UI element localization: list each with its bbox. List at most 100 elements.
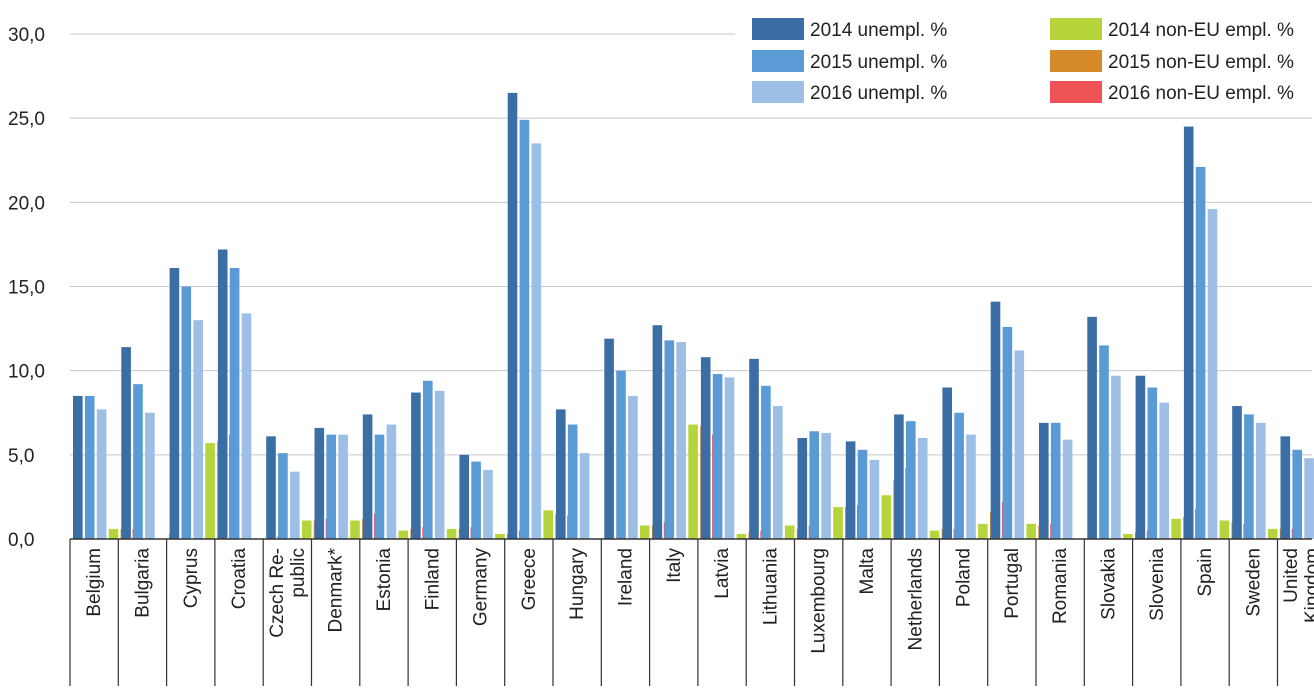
- bar: [205, 443, 215, 539]
- bar: [1050, 422, 1061, 539]
- bar: [640, 525, 650, 539]
- x-tick-label: Spain: [1195, 548, 1216, 597]
- bar: [1267, 528, 1278, 539]
- bar: [1062, 439, 1073, 539]
- bar: [507, 92, 518, 540]
- bar: [1026, 523, 1036, 539]
- bar: [108, 528, 119, 539]
- bar: [917, 438, 928, 539]
- bar: [1207, 209, 1218, 540]
- bar: [217, 249, 228, 539]
- axes: 0,0 5,0 10,0 15,0 20,0 25,0 30,0 Belgium Bulgari…: [8, 25, 1314, 686]
- bar: [121, 347, 131, 539]
- x-tick-label: Finland: [422, 548, 443, 610]
- bar: [1219, 520, 1230, 539]
- x-tick-label: Cyprus: [181, 548, 202, 608]
- x-tick-label: Slovenia: [1147, 548, 1168, 621]
- bar: [857, 449, 868, 539]
- bar: [434, 390, 445, 539]
- bar: [556, 409, 566, 539]
- bar: [411, 392, 421, 539]
- bar: [1111, 375, 1121, 539]
- bar: [84, 395, 95, 539]
- bar: [531, 143, 542, 539]
- bar: [700, 357, 711, 539]
- x-tick-label: Bulgaria: [132, 548, 153, 618]
- x-tick-label: Hungary: [567, 548, 588, 620]
- bar: [567, 424, 578, 539]
- bar: [374, 434, 385, 539]
- bar: [96, 409, 107, 539]
- bar: [229, 267, 240, 539]
- bar: [1123, 533, 1133, 539]
- legend-swatch: [752, 81, 804, 103]
- legend-swatch: [1050, 81, 1102, 103]
- bar: [773, 406, 783, 539]
- x-tick-label: Croatia: [229, 548, 250, 610]
- legend-label: 2014 unempl. %: [810, 20, 947, 41]
- legend-label: 2014 non-EU empl. %: [1108, 20, 1294, 41]
- bar: [784, 525, 795, 539]
- y-tick-label: 30,0: [8, 25, 45, 46]
- x-tick-label: Ireland: [615, 548, 636, 606]
- x-tick-label: Portugal: [1002, 548, 1023, 619]
- bar: [1099, 345, 1109, 539]
- bar: [314, 427, 325, 539]
- x-tick-label: Estonia: [374, 548, 395, 612]
- bar: [990, 301, 1001, 539]
- y-tick-label: 10,0: [8, 362, 45, 383]
- x-tick-label: Luxembourg: [809, 548, 830, 654]
- bar: [894, 414, 904, 539]
- bar: [181, 286, 192, 539]
- bar: [133, 384, 143, 539]
- bar: [495, 533, 505, 539]
- legend-swatch: [752, 50, 804, 72]
- bar: [954, 412, 964, 539]
- bar: [652, 325, 663, 539]
- x-tick-label: Greece: [519, 548, 540, 610]
- bar: [471, 461, 481, 539]
- bar: [1304, 458, 1314, 539]
- bar: [906, 421, 916, 539]
- bar: [881, 495, 892, 539]
- bar: [1087, 316, 1097, 539]
- bar: [1171, 518, 1181, 539]
- bar: [978, 523, 988, 539]
- bar: [1159, 402, 1169, 539]
- legend: 2014 unempl. % 2015 unempl. % 2016 unempl.…: [735, 10, 1313, 112]
- y-tick-label: 5,0: [8, 446, 34, 467]
- bar: [266, 436, 276, 539]
- x-tick-label: Latvia: [712, 548, 733, 599]
- x-tick-label: Germany: [471, 548, 492, 627]
- bar: [821, 432, 831, 539]
- bar: [519, 119, 530, 539]
- bar: [543, 510, 553, 539]
- legend-background: [735, 10, 1313, 112]
- bar: [628, 395, 638, 539]
- bar: [483, 469, 493, 539]
- x-tick-label: Belgium: [84, 548, 105, 617]
- legend-swatch: [1050, 50, 1102, 72]
- bar: [1002, 326, 1013, 539]
- x-tick-label: Poland: [954, 548, 975, 607]
- bar: [73, 395, 83, 539]
- bar: [604, 338, 614, 539]
- bar: [301, 520, 312, 539]
- bar: [1232, 406, 1242, 539]
- legend-label: 2015 unempl. %: [810, 52, 947, 73]
- y-tick-label: 20,0: [8, 193, 45, 214]
- bar: [398, 530, 409, 539]
- legend-label: 2016 non-EU empl. %: [1108, 83, 1294, 104]
- x-tick-label: Kingdom: [1302, 548, 1314, 623]
- bars: [73, 92, 1314, 540]
- bar: [1014, 350, 1025, 539]
- legend-swatch: [752, 18, 804, 40]
- bar: [362, 414, 373, 539]
- bar: [676, 342, 686, 539]
- bar: [616, 370, 626, 539]
- bar: [833, 507, 843, 539]
- bar: [845, 441, 856, 539]
- y-tick-label: 15,0: [8, 278, 45, 299]
- bar: [579, 453, 590, 539]
- y-tick-label: 25,0: [8, 109, 45, 130]
